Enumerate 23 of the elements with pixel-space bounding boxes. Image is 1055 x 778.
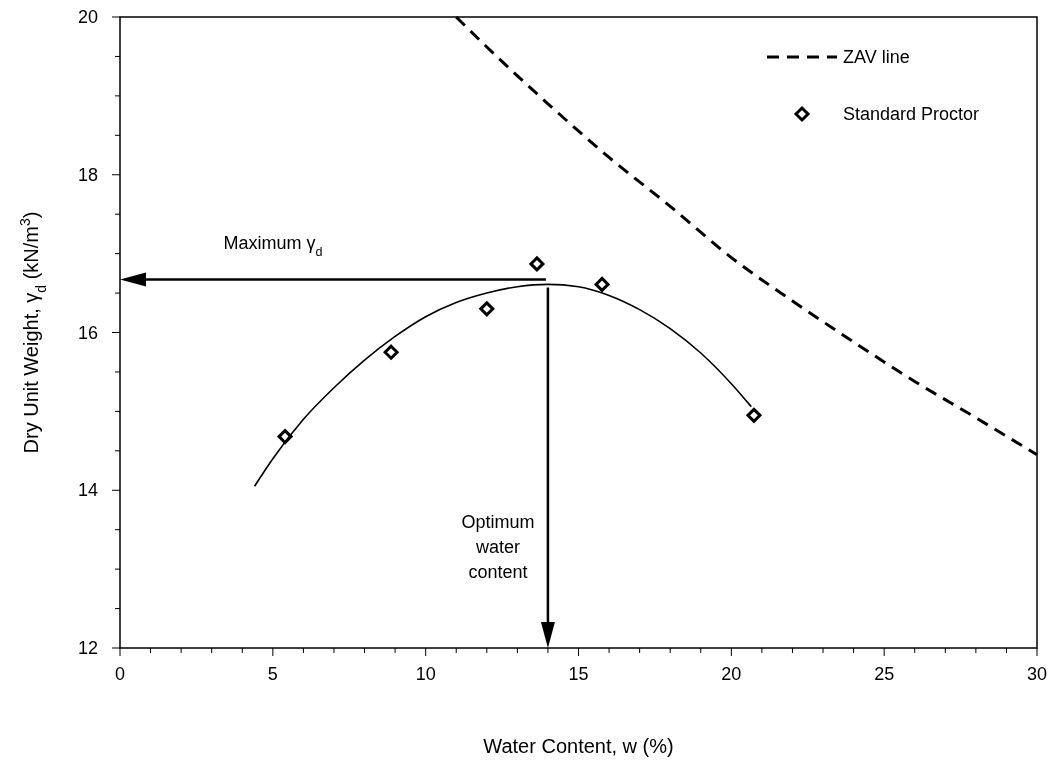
point [594,276,610,292]
point [277,429,293,445]
point [529,256,545,272]
y-tick-label: 14 [77,480,98,501]
x-tick-label: 25 [874,664,895,684]
x-axis-title: Water Content, w (%) [483,735,674,757]
y-tick-label: 20 [77,7,98,27]
legend-label: Standard Proctor [843,104,980,124]
x-tick-label: 5 [267,664,278,684]
x-tick-label: 10 [415,664,436,684]
point [746,407,762,423]
x-tick-label: 20 [721,664,742,684]
annotation: Maximum γ$_{d}$ [223,233,323,260]
x-tick-label: 30 [1026,664,1048,684]
y-tick-label: 16 [77,322,98,343]
x-tick-label: 15 [568,664,589,684]
point [383,344,399,360]
x-tick-label: 0 [114,664,126,684]
legend-label: ZAV line [843,47,910,67]
point [479,301,495,317]
y-tick-label: 12 [77,638,98,658]
y-tick-label: 18 [77,164,98,185]
annotation: Optimum water content [461,512,535,582]
